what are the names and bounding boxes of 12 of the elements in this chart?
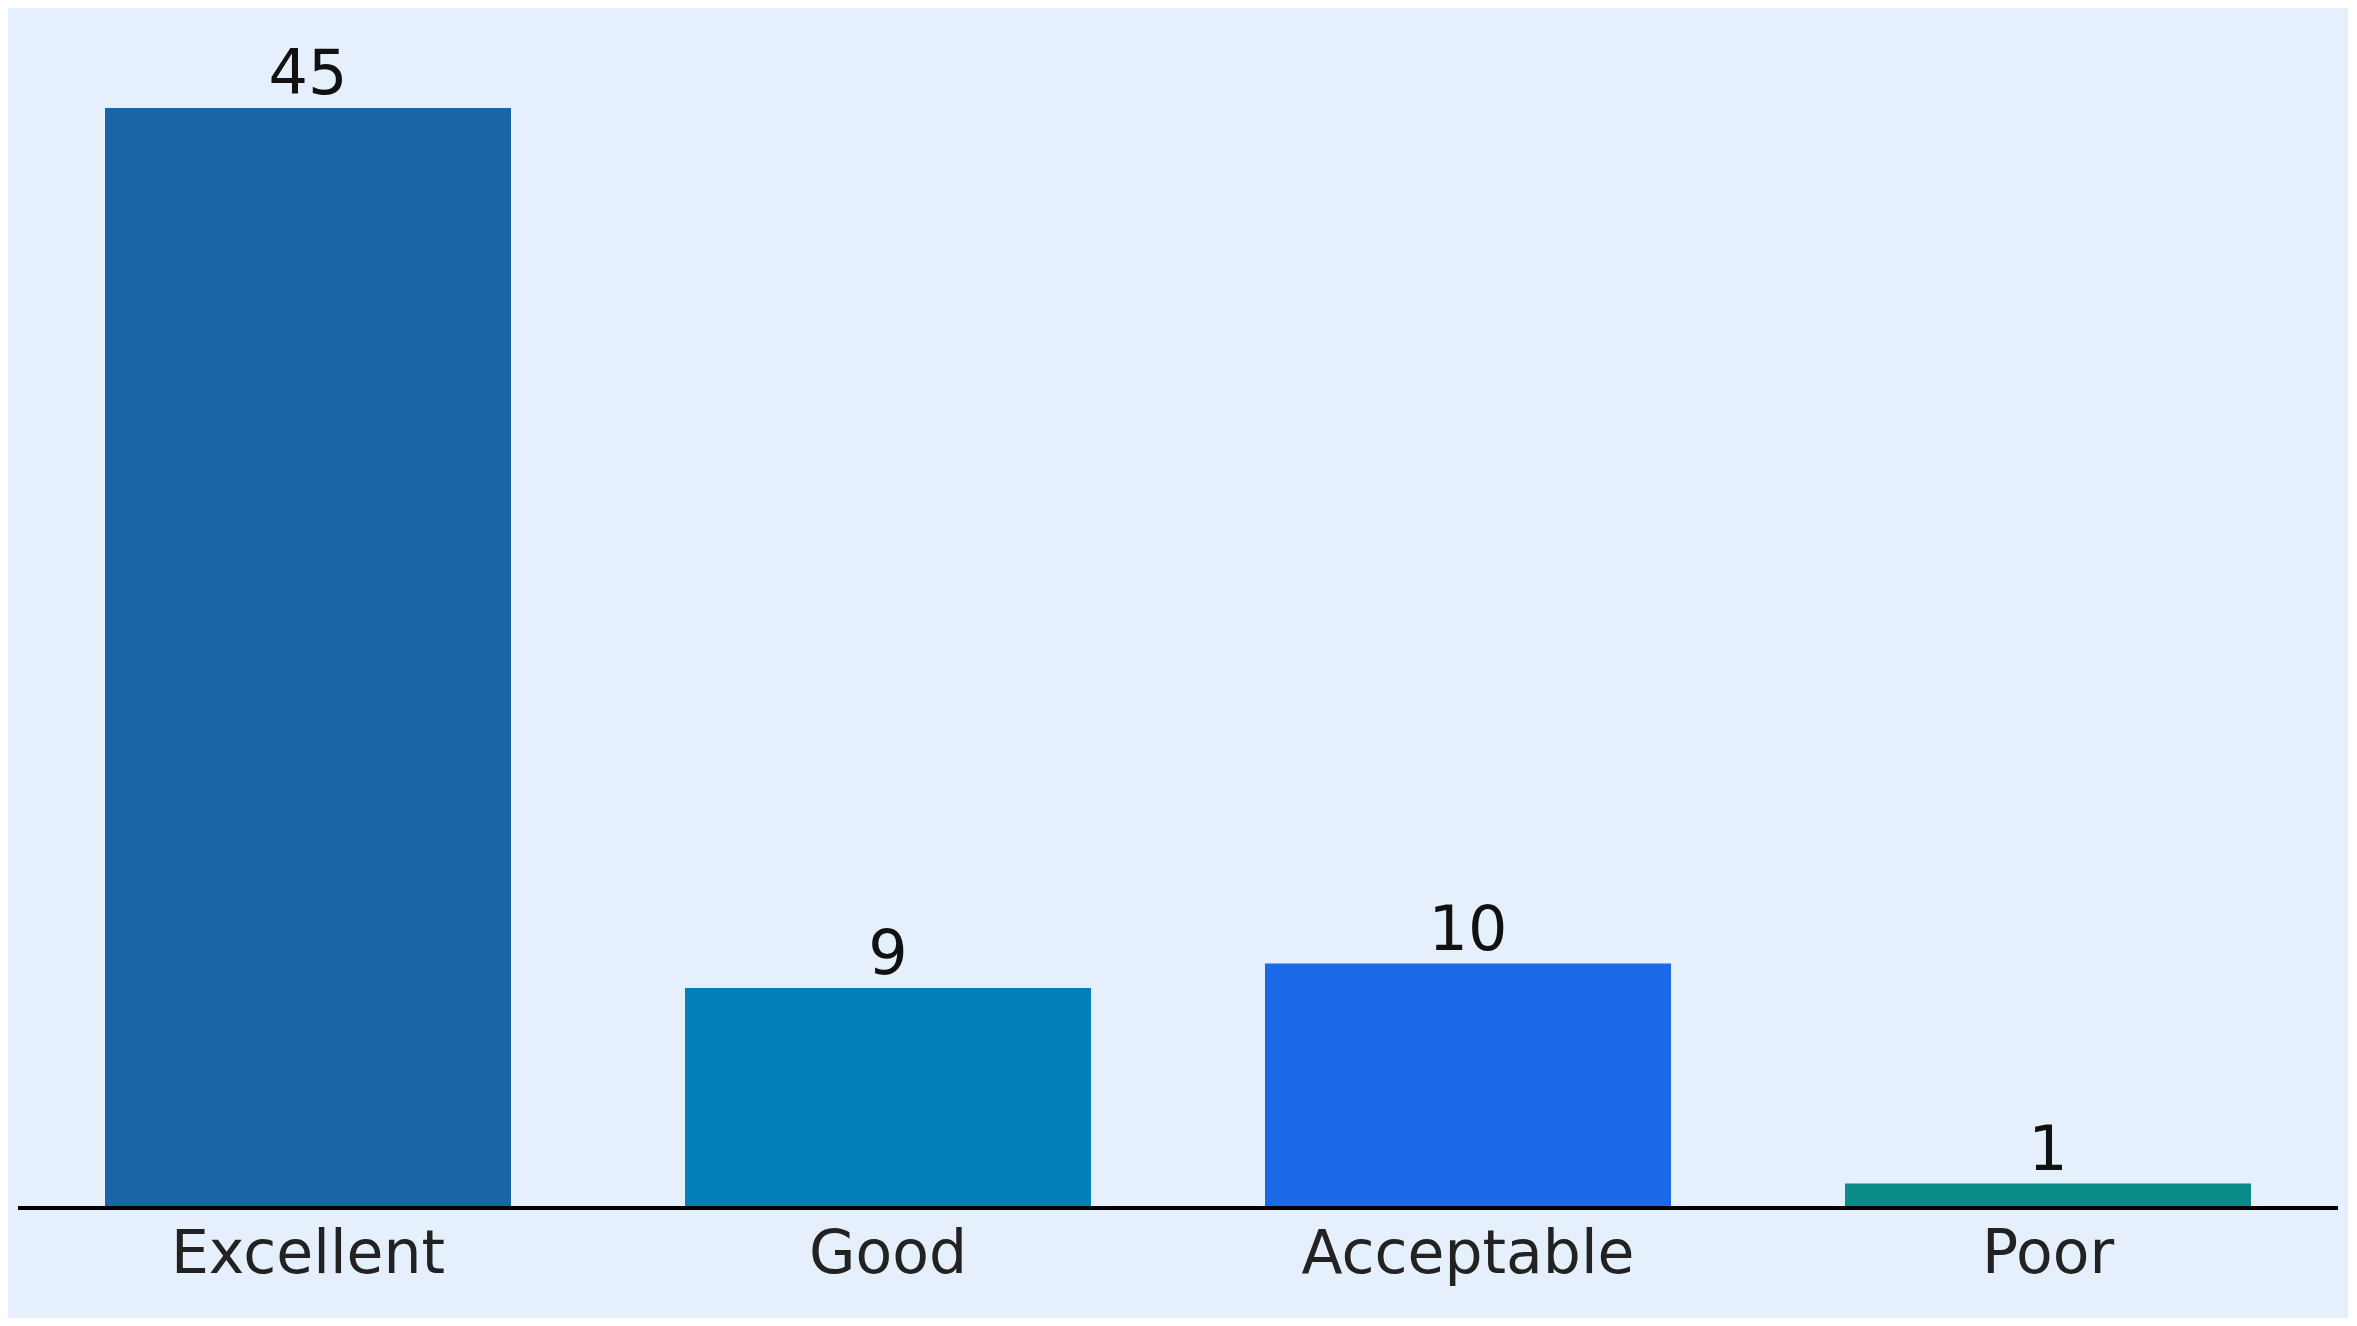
bar [105, 108, 511, 1208]
bar [685, 988, 1091, 1208]
data-label: 1 [2028, 1111, 2068, 1185]
bar [1265, 963, 1671, 1208]
x-tick-label: Excellent [170, 1216, 446, 1287]
data-label: 45 [268, 36, 348, 109]
data-label: 10 [1428, 891, 1508, 965]
x-tick-label: Poor [1981, 1216, 2115, 1287]
x-tick-label: Good [809, 1216, 967, 1287]
data-label: 9 [868, 916, 908, 989]
bar [1845, 1183, 2251, 1208]
x-tick-label: Acceptable [1301, 1216, 1635, 1287]
